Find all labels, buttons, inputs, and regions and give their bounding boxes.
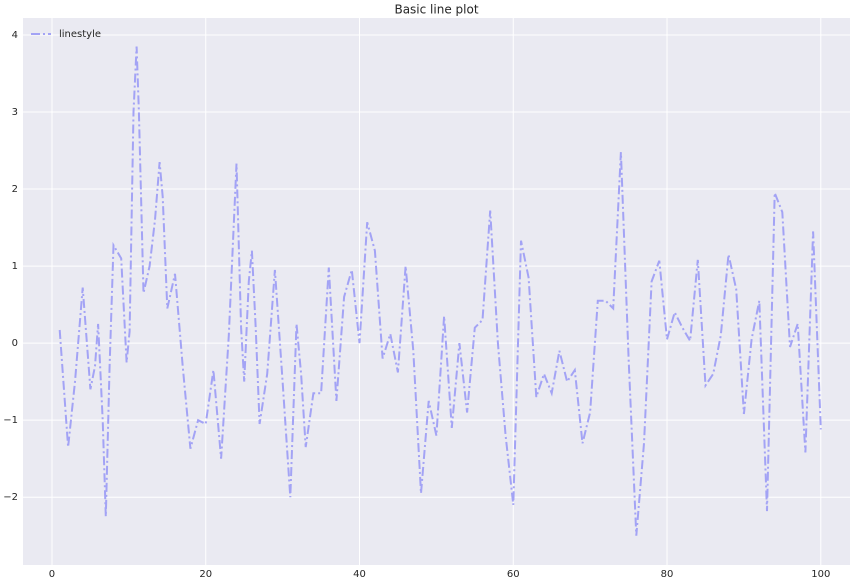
y-tick-label: 0: [12, 338, 18, 349]
x-tick-label: 40: [353, 569, 366, 580]
y-tick-label: −1: [3, 415, 18, 426]
x-tick-label: 100: [811, 569, 830, 580]
legend-label: linestyle: [59, 29, 101, 40]
line: [58, 46, 822, 536]
x-tick-label: 60: [507, 569, 520, 580]
plot-area: [23, 18, 850, 565]
y-tick-label: 1: [12, 261, 18, 272]
y-tick-label: −2: [3, 492, 18, 503]
y-tick-label: 3: [12, 107, 18, 118]
x-tick-label: 80: [661, 569, 674, 580]
y-tick-label: 4: [12, 30, 18, 41]
x-tick-label: 0: [49, 569, 55, 580]
chart-title: Basic line plot: [394, 3, 478, 17]
x-tick-label: 20: [199, 569, 212, 580]
y-tick-label: 2: [12, 184, 18, 195]
